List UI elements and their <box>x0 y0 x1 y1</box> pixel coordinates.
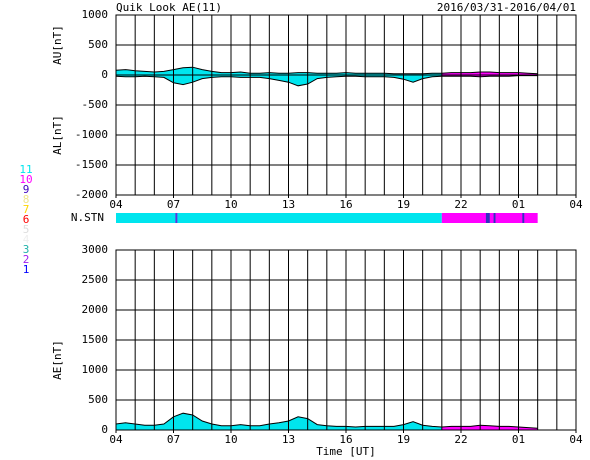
series-line <box>115 412 538 429</box>
date-range: 2016/03/31-2016/04/01 <box>437 1 576 14</box>
station-legend-label: 8 <box>23 193 30 206</box>
x-tick-label: 04 <box>109 433 123 446</box>
y-tick-label: 1000 <box>82 8 109 21</box>
y-tick-label: 0 <box>101 423 108 436</box>
y-tick-label: 500 <box>88 38 108 51</box>
y-tick-label: -1500 <box>75 158 108 171</box>
station-segment <box>175 213 178 223</box>
y-tick-label: 3000 <box>82 243 109 256</box>
y-tick-label: 2500 <box>82 273 109 286</box>
y-tick-label: -1000 <box>75 128 108 141</box>
station-segment <box>116 213 442 223</box>
station-segment <box>522 213 525 223</box>
title: Quik Look AE(11) <box>116 1 222 14</box>
x-tick-label: 13 <box>282 433 295 446</box>
x-tick-label: 01 <box>512 433 525 446</box>
station-segment <box>493 213 496 223</box>
x-axis-label: Time [UT] <box>316 445 376 458</box>
y-tick-label: 500 <box>88 393 108 406</box>
station-segment <box>485 213 490 223</box>
station-bar-label: N.STN <box>71 211 104 224</box>
station-legend-label: 11 <box>19 163 32 176</box>
y-tick-label: 2000 <box>82 303 109 316</box>
x-tick-label: 19 <box>397 198 410 211</box>
y-tick-label: -500 <box>82 98 109 111</box>
y-axis-label: AL[nT] <box>51 115 64 155</box>
station-legend-label: 7 <box>23 203 30 216</box>
y-tick-label: 0 <box>101 68 108 81</box>
station-legend-label: 5 <box>23 223 30 236</box>
station-legend-label: 2 <box>23 253 30 266</box>
station-legend-label: 3 <box>23 243 30 256</box>
series-line <box>115 75 538 87</box>
y-axis-label: AU[nT] <box>51 25 64 65</box>
y-axis-label: AE[nT] <box>51 340 64 380</box>
plot-frame <box>115 249 577 431</box>
plot-frame <box>115 14 577 196</box>
x-tick-label: 16 <box>339 433 352 446</box>
station-legend-label: 6 <box>23 213 30 226</box>
x-tick-label: 22 <box>454 433 467 446</box>
x-tick-label: 01 <box>512 198 525 211</box>
y-tick-label: 1500 <box>82 333 109 346</box>
area-fill <box>116 413 442 430</box>
station-legend-label: 4 <box>23 233 30 246</box>
series-line <box>115 66 538 75</box>
x-tick-label: 13 <box>282 198 295 211</box>
x-tick-label: 07 <box>167 198 180 211</box>
x-tick-label: 04 <box>569 433 583 446</box>
y-tick-label: 1000 <box>82 363 109 376</box>
x-tick-label: 19 <box>397 433 410 446</box>
x-tick-label: 04 <box>109 198 123 211</box>
x-tick-label: 04 <box>569 198 583 211</box>
y-tick-label: -2000 <box>75 188 108 201</box>
station-legend-label: 10 <box>19 173 32 186</box>
station-legend-label: 9 <box>23 183 30 196</box>
area-fill <box>116 67 442 75</box>
x-tick-label: 10 <box>224 198 237 211</box>
x-tick-label: 16 <box>339 198 352 211</box>
x-tick-label: 07 <box>167 433 180 446</box>
x-tick-label: 10 <box>224 433 237 446</box>
station-legend-label: 1 <box>23 263 30 276</box>
x-tick-label: 22 <box>454 198 467 211</box>
